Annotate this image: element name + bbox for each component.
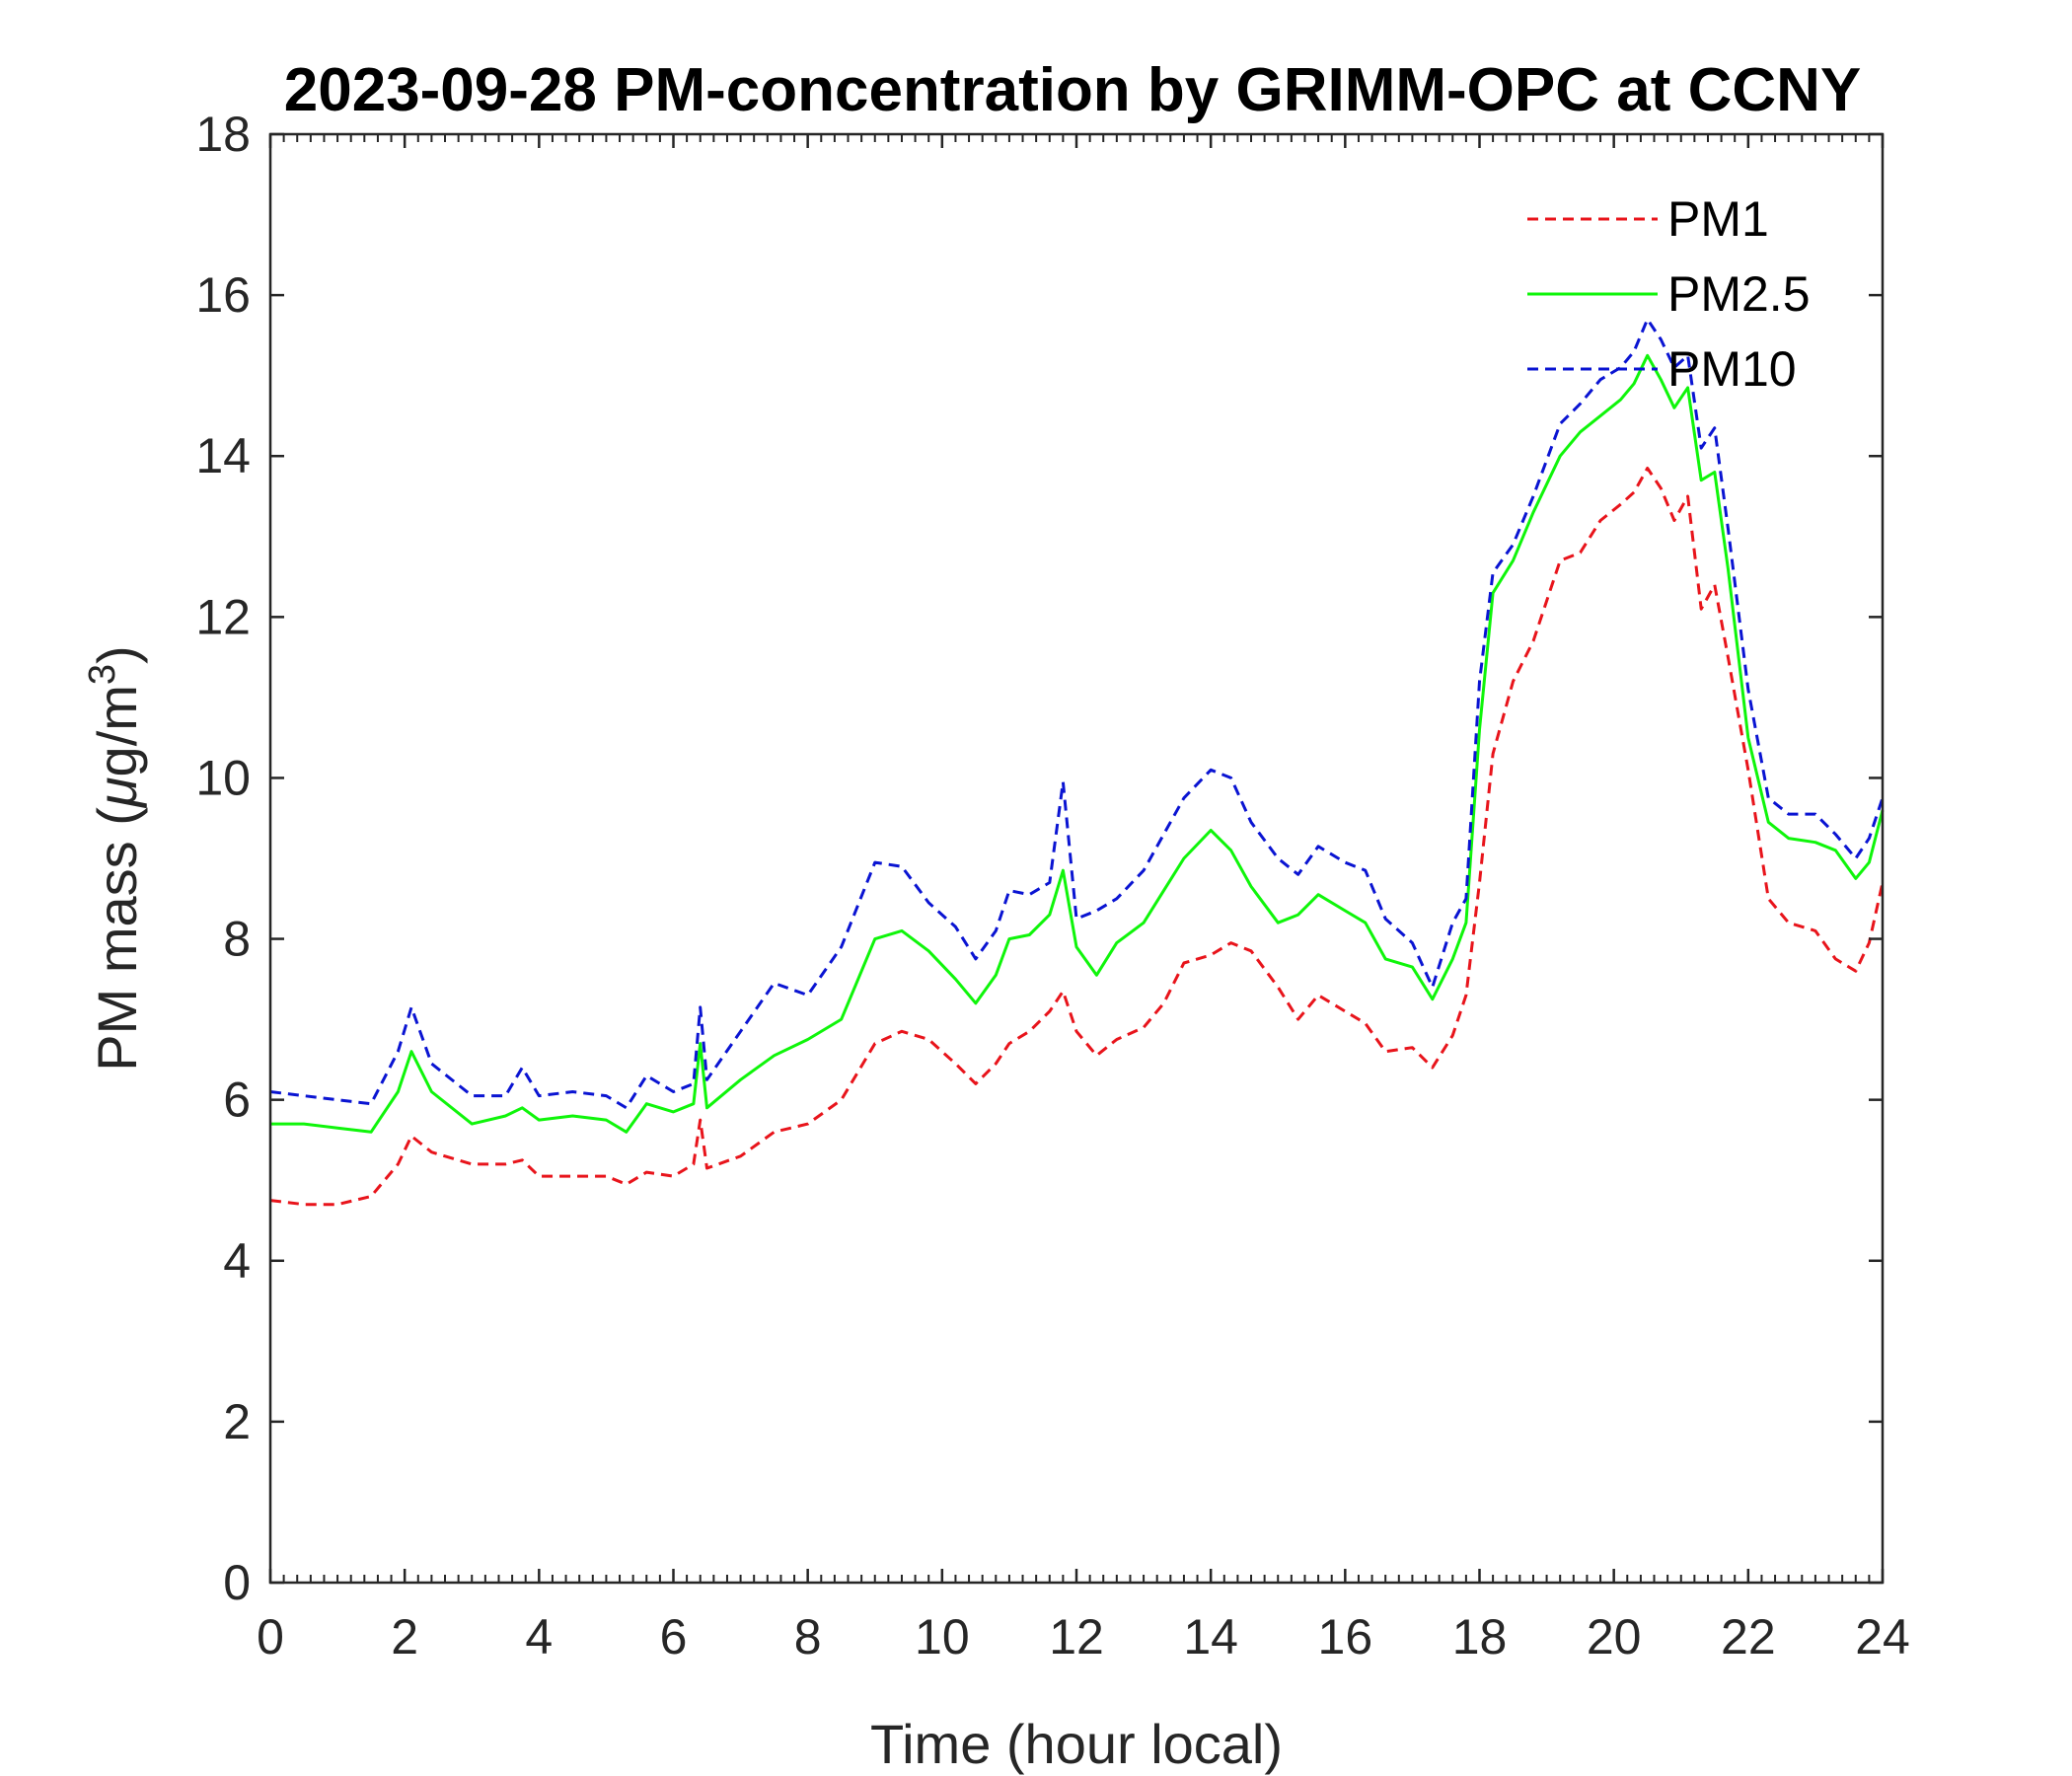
y-tick-label: 2 <box>223 1394 251 1449</box>
x-tick-label: 4 <box>525 1609 553 1665</box>
y-axis-label: PM mass (μg/m3) <box>82 645 148 1071</box>
y-axis-label-mu: μ <box>86 777 148 809</box>
chart-title: 2023-09-28 PM-concentration by GRIMM-OPC… <box>284 56 1862 124</box>
series-line-pm10 <box>269 318 1885 1110</box>
y-tick-label: 8 <box>223 912 251 967</box>
legend-label-pm25: PM2.5 <box>1667 266 1811 322</box>
x-minor-ticks <box>282 134 1871 1583</box>
x-tick-label: 14 <box>1183 1609 1238 1665</box>
y-tick-label: 14 <box>195 428 251 483</box>
y-tick-label: 18 <box>195 107 251 162</box>
x-tick-label: 16 <box>1318 1609 1373 1665</box>
series-line-pm1 <box>269 467 1885 1207</box>
y-tick-label: 16 <box>195 267 251 323</box>
legend: PM1 PM2.5 PM10 <box>1527 191 1811 397</box>
y-tick-label: 10 <box>195 750 251 805</box>
y-tick-label: 4 <box>223 1233 251 1289</box>
y-tick-label: 6 <box>223 1073 251 1128</box>
x-tick-label: 18 <box>1452 1609 1508 1665</box>
y-tick-label: 12 <box>195 589 251 644</box>
y-axis-label-superscript: 3 <box>82 664 123 685</box>
x-tick-label: 12 <box>1049 1609 1104 1665</box>
x-tick-label: 8 <box>794 1609 822 1665</box>
x-tick-label: 2 <box>391 1609 418 1665</box>
x-tick-label: 22 <box>1721 1609 1776 1665</box>
x-tick-label: 0 <box>257 1609 284 1665</box>
series-line-pm25 <box>270 353 1885 1134</box>
series-layer <box>269 318 1885 1207</box>
y-axis-label-suffix: ) <box>86 645 148 664</box>
x-tick-label: 24 <box>1855 1609 1910 1665</box>
x-tick-label: 10 <box>915 1609 970 1665</box>
y-axis-label-unit: g/m <box>86 685 148 777</box>
y-axis-label-prefix: PM mass ( <box>86 807 148 1072</box>
x-tick-label: 20 <box>1587 1609 1642 1665</box>
y-tick-label: 0 <box>223 1555 251 1610</box>
axes-box <box>268 132 1885 1585</box>
legend-label-pm1: PM1 <box>1667 191 1769 247</box>
legend-label-pm10: PM10 <box>1667 341 1797 397</box>
x-axis-label: Time (hour local) <box>870 1713 1283 1775</box>
major-ticks <box>268 132 1885 1585</box>
x-tick-label: 6 <box>660 1609 688 1665</box>
